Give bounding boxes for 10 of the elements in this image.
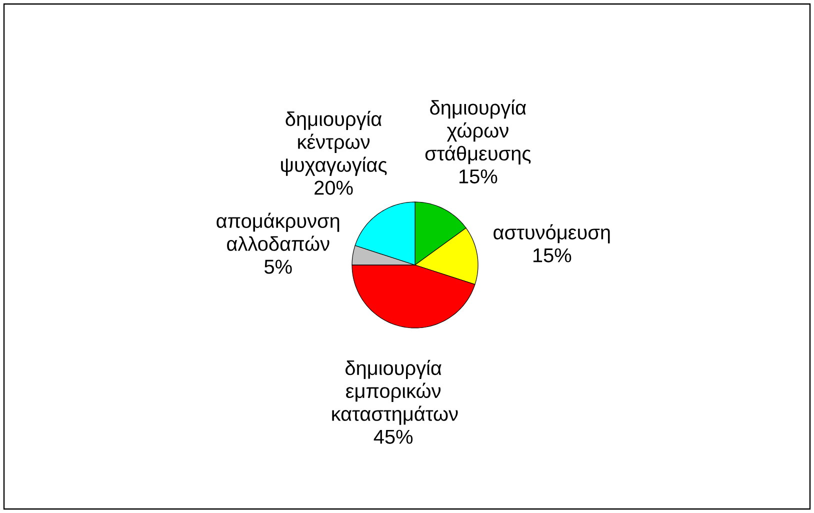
- slice-label: δημιουργία κέντρων ψυχαγωγίας: [281, 110, 387, 176]
- slice-label: δημιουργία εμπορικών καταστημάτων: [332, 360, 458, 425]
- slice-label: δημιουργία χώρων στάθμευσης: [425, 100, 531, 164]
- data-label: 15%: [460, 169, 498, 184]
- data-label: 45%: [374, 430, 413, 444]
- data-label: 15%: [533, 248, 572, 262]
- slice-label: απομάκρυνση αλλοδαπών: [216, 212, 340, 251]
- data-label: 20%: [314, 180, 353, 195]
- data-label: 5%: [264, 260, 292, 274]
- slice-label: αστυνόμευση: [494, 224, 610, 244]
